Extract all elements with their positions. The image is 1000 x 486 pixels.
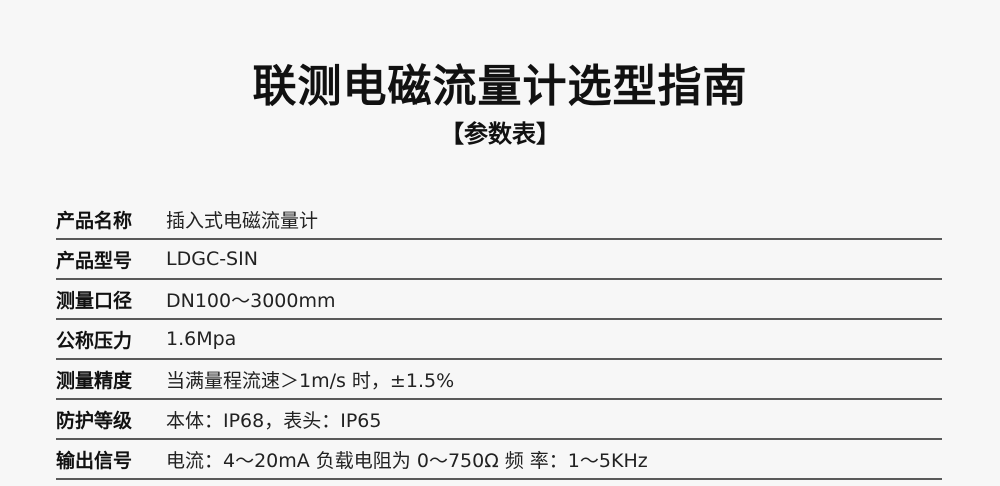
row-label: 输出信号: [56, 449, 133, 472]
table-row: 测量精度 当满量程流速＞1m/s 时，±1.5%: [56, 360, 942, 400]
row-label: 防护等级: [56, 409, 133, 432]
row-label: 产品型号: [56, 249, 133, 272]
page-subtitle: 【参数表】: [440, 120, 560, 148]
table-row: 防护等级 本体：IP68，表头：IP65: [56, 400, 942, 440]
row-value: DN100～3000mm: [166, 289, 336, 312]
row-value: 电流：4～20mA 负载电阻为 0～750Ω 频 率：1～5KHz: [166, 449, 648, 472]
spec-table: 产品名称 插入式电磁流量计 产品型号 LDGC-SIN 测量口径 DN100～3000…: [56, 200, 942, 480]
table-row: 测量口径 DN100～3000mm: [56, 280, 942, 320]
row-value: LDGC-SIN: [166, 248, 258, 270]
row-label: 测量精度: [56, 369, 133, 392]
table-row: 产品型号 LDGC-SIN: [56, 240, 942, 280]
row-value: 插入式电磁流量计: [166, 209, 319, 232]
row-value: 本体：IP68，表头：IP65: [166, 409, 382, 432]
row-value: 1.6Mpa: [166, 328, 237, 350]
table-row: 输出信号 电流：4～20mA 负载电阻为 0～750Ω 频 率：1～5KHz: [56, 440, 942, 480]
page-title: 联测电磁流量计选型指南: [252, 61, 748, 112]
row-label: 测量口径: [56, 289, 133, 312]
table-row: 公称压力 1.6Mpa: [56, 320, 942, 360]
row-label: 公称压力: [56, 329, 133, 352]
row-value: 当满量程流速＞1m/s 时，±1.5%: [166, 369, 455, 392]
row-label: 产品名称: [56, 209, 133, 232]
table-row: 产品名称 插入式电磁流量计: [56, 200, 942, 240]
